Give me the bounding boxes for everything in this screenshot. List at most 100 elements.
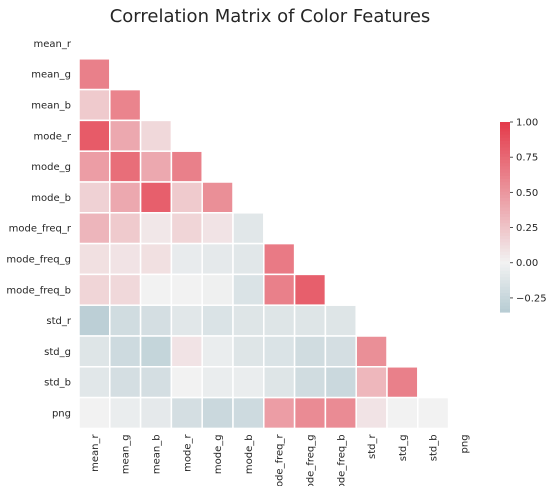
colorbar-segment (500, 302, 510, 307)
heatmap-cell-mode_freq_b-mean_b (139, 273, 173, 306)
heatmap-cell-mode_freq_b-mode_r (170, 273, 203, 306)
heatmap-cell-png-mean_r (78, 396, 111, 430)
colorbar-segment (500, 217, 510, 221)
heatmap-cell-mode_b-mode_r (170, 181, 203, 214)
colorbar-segment (500, 128, 510, 133)
heatmap-cell-mode_freq_g-mode_freq_r (263, 242, 296, 276)
heatmap-cell-png-mean_g (109, 396, 142, 430)
colorbar-segment (500, 293, 510, 297)
heatmap-cell-png-mode_b (232, 396, 265, 430)
heatmap-cell-mode_b-mean_g (109, 181, 142, 214)
colorbar-tick-label: 0.00 (516, 258, 538, 269)
x-tick-label: mode_freq_g (306, 434, 317, 486)
heatmap-cell-std_b-mode_freq_r (263, 366, 296, 399)
colorbar-segment (500, 194, 510, 199)
heatmap-cell-std_r-mean_r (78, 304, 111, 337)
heatmap-cell-png-mode_freq_g (293, 396, 327, 430)
colorbar-segment (500, 125, 510, 129)
heatmap-cell-mode_freq_g-mode_r (170, 242, 203, 276)
colorbar-segment (500, 251, 510, 256)
colorbar-segment (500, 150, 510, 155)
colorbar-segment (500, 245, 510, 250)
heatmap-cell-std_b-mode_freq_b (324, 366, 357, 399)
heatmap-cell-mode_freq_g-mean_r (78, 242, 111, 276)
colorbar-segment (500, 213, 510, 218)
y-tick-label: std_g (44, 347, 71, 358)
heatmap-cell-mode_freq_r-mean_g (109, 212, 142, 245)
heatmap-cell-mode_freq_b-mode_g (201, 273, 234, 306)
colorbar-segment (500, 229, 510, 234)
heatmap-cell-std_r-mode_freq_b (324, 304, 357, 337)
heatmap-cell-mode_freq_r-mode_r (170, 212, 203, 245)
x-tick-label: std_b (429, 434, 440, 461)
heatmap-cell-mode_r-mean_r (78, 119, 111, 152)
heatmap-cell-std_b-mode_g (201, 366, 234, 399)
heatmap-cell-png-mode_g (201, 396, 234, 430)
heatmap-cell-std_g-mean_r (78, 335, 111, 368)
heatmap-cell-std_g-mode_r (170, 335, 203, 368)
heatmap-cell-mode_freq_b-mode_freq_g (293, 273, 327, 306)
heatmap-cell-png-mode_freq_r (263, 396, 296, 430)
heatmap-cell-std_b-mode_r (170, 366, 203, 399)
heatmap-cell-png-mean_b (139, 396, 173, 430)
heatmap-cell-std_b-mode_b (232, 366, 265, 399)
x-tick-label: mean_b (152, 434, 163, 474)
colorbar-segment (500, 153, 510, 158)
heatmap-cell-mode_freq_b-mean_r (78, 273, 111, 306)
x-tick-labels: mean_r mean_g mean_b mode_r mode_g mode_b mode… (90, 434, 471, 486)
colorbar-segment (500, 274, 510, 278)
colorbar-segment (500, 210, 510, 215)
colorbar-segment (500, 270, 510, 275)
heatmap-cell-std_b-mean_g (109, 366, 142, 399)
colorbar-segment (500, 264, 510, 269)
colorbar-segment (500, 188, 510, 193)
x-tick-label: mode_g (213, 434, 224, 474)
heatmap-cell-mode_freq_g-mean_b (139, 242, 173, 276)
y-tick-label: mode_r (34, 131, 72, 142)
x-tick-label: mean_g (121, 434, 132, 474)
heatmap-cell-std_r-mode_b (232, 304, 265, 337)
heatmap-cell-mean_g-mean_r (78, 58, 111, 91)
colorbar-segment (500, 277, 510, 281)
colorbar-segment (500, 198, 510, 202)
colorbar-segment (500, 122, 510, 126)
heatmap-cell-mode_freq_g-mode_g (201, 242, 234, 276)
heatmap-cell-png-std_b (417, 396, 450, 430)
heatmap-cell-mode_freq_b-mean_g (109, 273, 142, 306)
y-tick-label: mode_g (31, 162, 71, 173)
colorbar-segment (500, 172, 510, 177)
heatmap-cell-png-mode_freq_b (324, 396, 357, 430)
colorbar-segment (500, 201, 510, 205)
heatmap-cell-std_b-mean_r (78, 366, 111, 399)
heatmap-cell-mode_freq_g-mean_g (109, 242, 142, 276)
colorbar-tick-label: −0.25 (516, 293, 547, 304)
colorbar-segment (500, 299, 510, 304)
y-tick-label: std_b (44, 378, 71, 389)
heatmap-cell-mode_g-mean_g (109, 150, 142, 183)
heatmap-cell-std_g-mean_b (139, 335, 173, 368)
heatmap-cell-std_b-std_r (355, 366, 388, 399)
heatmap-cell-std_r-mode_g (201, 304, 234, 337)
chart-title: Correlation Matrix of Color Features (110, 6, 431, 27)
colorbar-segment (500, 261, 510, 266)
colorbar-segment (500, 134, 510, 139)
colorbar-segment (500, 242, 510, 247)
heatmap-cell-std_b-std_g (386, 366, 419, 399)
colorbar-segment (500, 289, 510, 294)
colorbar: 1.00 0.75 0.50 0.25 0.00 −0.25 (500, 118, 547, 313)
colorbar-segment (500, 137, 510, 142)
x-tick-label: mode_r (182, 434, 193, 472)
colorbar-segment (500, 182, 510, 186)
y-tick-label: mean_g (31, 70, 71, 81)
colorbar-segment (500, 144, 510, 148)
colorbar-segment (500, 179, 510, 183)
heatmap-cell-mean_b-mean_g (109, 88, 142, 122)
colorbar-segment (500, 308, 510, 313)
heatmap-cell-mode_g-mode_r (170, 150, 203, 183)
y-tick-label: mean_b (31, 101, 71, 112)
heatmap-cells (78, 58, 450, 430)
colorbar-segment (500, 283, 510, 288)
x-tick-label: std_g (398, 434, 409, 461)
colorbar-segment (500, 131, 510, 136)
